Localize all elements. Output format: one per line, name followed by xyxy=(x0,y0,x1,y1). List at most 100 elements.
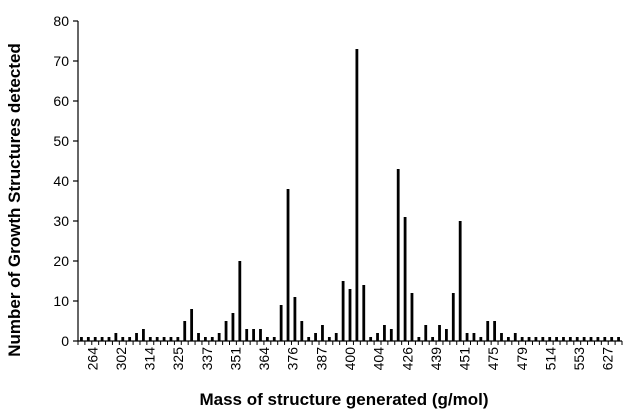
bar xyxy=(369,337,373,341)
x-axis-title: Mass of structure generated (g/mol) xyxy=(199,390,488,409)
bar xyxy=(217,333,221,341)
bar xyxy=(142,329,145,341)
bar xyxy=(252,329,255,341)
bar xyxy=(465,333,469,341)
bar xyxy=(286,189,290,341)
bar xyxy=(610,337,614,341)
bar xyxy=(383,325,386,341)
bar xyxy=(265,337,269,341)
bar xyxy=(438,325,441,341)
y-tick-label: 70 xyxy=(53,53,69,69)
bar xyxy=(403,217,407,341)
bar xyxy=(548,337,552,341)
bar xyxy=(307,337,311,341)
bar xyxy=(203,337,207,341)
y-tick-label: 60 xyxy=(53,93,69,109)
x-tick-label: 475 xyxy=(485,347,501,371)
x-tick-label: 426 xyxy=(399,347,415,371)
bar xyxy=(568,337,572,341)
x-tick-label: 387 xyxy=(313,347,329,371)
bar xyxy=(245,329,249,341)
bar xyxy=(348,289,352,341)
bar xyxy=(148,337,152,341)
y-tick-label: 20 xyxy=(53,253,69,269)
x-tick-label: 400 xyxy=(342,347,358,371)
bar xyxy=(114,333,118,341)
bar xyxy=(472,333,476,341)
bar xyxy=(279,305,283,341)
bar xyxy=(562,337,565,341)
bar xyxy=(314,333,317,341)
bar xyxy=(197,333,200,341)
bar xyxy=(259,329,262,341)
y-tick-label: 0 xyxy=(61,333,69,349)
x-tick-label: 451 xyxy=(457,347,473,371)
y-tick-label: 40 xyxy=(53,173,69,189)
x-tick-label: 351 xyxy=(227,347,243,371)
bars xyxy=(80,49,620,341)
bar xyxy=(500,333,503,341)
bar xyxy=(617,337,620,341)
bar xyxy=(321,325,324,341)
bar xyxy=(596,337,600,341)
bar xyxy=(589,337,593,341)
bar xyxy=(431,337,435,341)
x-tick-label: 439 xyxy=(428,347,444,371)
bar xyxy=(479,337,483,341)
bar xyxy=(513,333,517,341)
bar xyxy=(582,337,586,341)
x-tick-label: 376 xyxy=(285,347,301,371)
bar xyxy=(341,281,345,341)
bar xyxy=(210,337,214,341)
bar xyxy=(575,337,579,341)
bar xyxy=(555,337,558,341)
bar xyxy=(100,337,104,341)
x-tick-label: 553 xyxy=(571,347,587,371)
bar xyxy=(128,337,132,341)
y-tick-label: 30 xyxy=(53,213,69,229)
bar xyxy=(520,337,524,341)
bar xyxy=(445,329,448,341)
y-tick-label: 10 xyxy=(53,293,69,309)
bar xyxy=(458,221,462,341)
y-tick-label: 80 xyxy=(53,13,69,29)
bar xyxy=(272,337,276,341)
bar xyxy=(424,325,428,341)
x-tick-label: 404 xyxy=(371,347,387,371)
y-tick-label: 50 xyxy=(53,133,69,149)
bar xyxy=(327,337,331,341)
bar xyxy=(527,337,531,341)
x-tick-label: 479 xyxy=(514,347,530,371)
bar xyxy=(190,309,194,341)
bar xyxy=(176,337,180,341)
x-tick-label: 302 xyxy=(113,347,129,371)
bar xyxy=(224,321,228,341)
bar xyxy=(183,321,187,341)
y-axis: 0 10 20 30 40 50 60 70 80 xyxy=(53,13,79,349)
bar xyxy=(486,321,490,341)
y-axis-title: Number of Growth Structures detected xyxy=(5,43,24,357)
bar xyxy=(169,337,173,341)
x-axis: 264 302 314 325 337 351 364 376 387 400 404 426 439 4… xyxy=(77,340,623,371)
x-tick-label: 627 xyxy=(600,347,616,371)
bar xyxy=(334,333,338,341)
bar xyxy=(238,261,242,341)
bar xyxy=(107,337,111,341)
bar xyxy=(93,337,97,341)
bar xyxy=(410,293,414,341)
x-tick-label: 364 xyxy=(256,347,272,371)
bar xyxy=(451,293,455,341)
bar xyxy=(362,285,366,341)
bar xyxy=(293,297,297,341)
bar xyxy=(417,337,421,341)
x-tick-label: 337 xyxy=(199,347,215,371)
bar xyxy=(121,337,125,341)
x-tick-label: 264 xyxy=(84,347,100,371)
bar xyxy=(396,169,400,341)
bar xyxy=(376,333,379,341)
bar xyxy=(355,49,359,341)
bar xyxy=(389,329,393,341)
x-tick-label: 514 xyxy=(542,347,558,371)
bar xyxy=(80,337,83,341)
